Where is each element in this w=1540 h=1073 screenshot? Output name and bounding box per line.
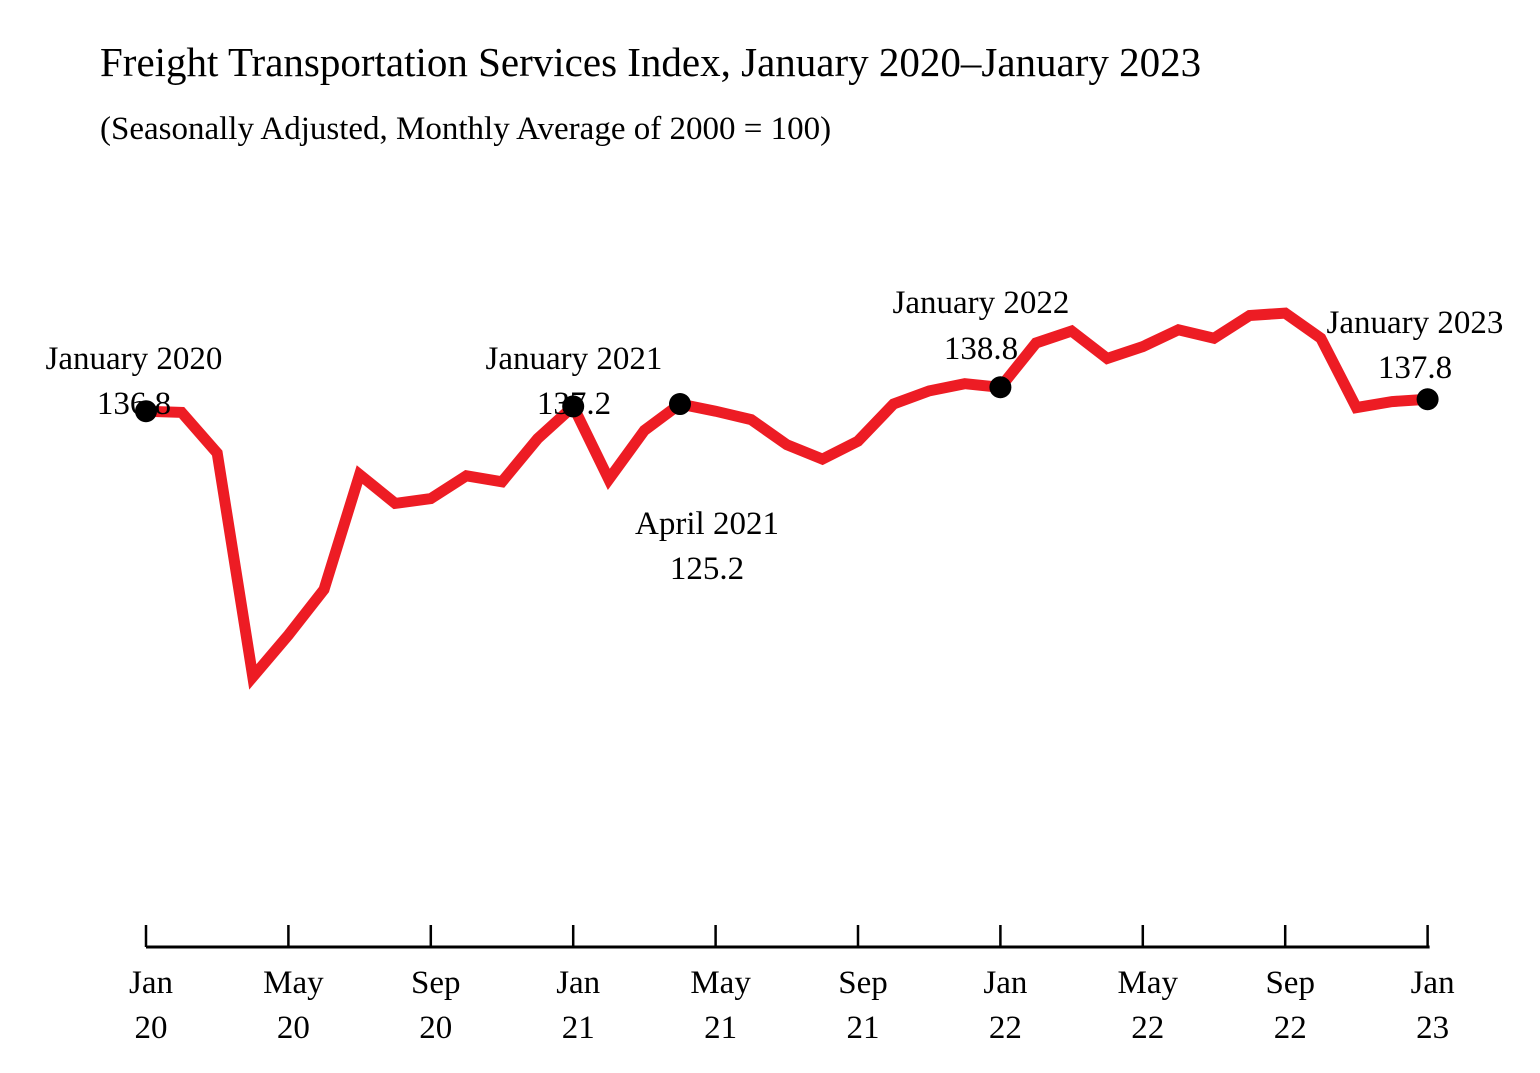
x-tick-label-month: Jan — [1411, 965, 1455, 1001]
x-tick-label-month: May — [263, 965, 324, 1001]
data-point-marker — [989, 376, 1012, 399]
series-line-group — [145, 307, 1428, 690]
annotation-label: January 2021 — [486, 341, 663, 377]
x-tick-label-year: 22 — [989, 1010, 1022, 1046]
x-tick-label-month: May — [690, 965, 751, 1001]
x-tick-label-year: 20 — [277, 1010, 310, 1046]
annotation-value: 136.8 — [97, 386, 171, 422]
data-point-marker — [562, 395, 585, 418]
x-tick-label-month: May — [1118, 965, 1179, 1001]
x-tick-label-month: Sep — [1265, 965, 1315, 1001]
data-point-marker — [1416, 388, 1439, 411]
x-tick-label-month: Sep — [838, 965, 888, 1001]
x-tick-label-year: 21 — [562, 1010, 595, 1046]
x-tick-label-month: Sep — [411, 965, 461, 1001]
x-tick-label-year: 22 — [1274, 1010, 1307, 1046]
x-tick-label-year: 20 — [135, 1010, 168, 1046]
x-tick-label-year: 23 — [1416, 1010, 1449, 1046]
annotation-value: 137.8 — [1378, 350, 1452, 386]
annotation-label: April 2021 — [635, 506, 779, 542]
chart-subtitle: (Seasonally Adjusted, Monthly Average of… — [100, 111, 832, 147]
x-tick-label-year: 21 — [704, 1010, 737, 1046]
x-tick-label-month: Jan — [129, 965, 173, 1001]
annotation-group: January 2020 136.8 January 2021 137.2 April … — [46, 285, 1504, 587]
annotation-value: 125.2 — [670, 551, 744, 587]
x-axis: Jan 20 May 20 Sep 20 Jan 21 May 21 Sep 21 Jan 22 May 22… — [129, 925, 1455, 1046]
series-line — [145, 307, 1428, 690]
x-tick-label-year: 21 — [847, 1010, 880, 1046]
data-point-marker — [135, 400, 157, 423]
annotation-value: 137.2 — [537, 386, 611, 422]
annotation-value: 138.8 — [944, 331, 1018, 367]
marker-group — [135, 376, 1439, 423]
annotation-label: January 2022 — [893, 285, 1070, 321]
x-tick-label-year: 22 — [1131, 1010, 1164, 1046]
data-point-marker — [669, 393, 691, 416]
annotation-label: January 2020 — [46, 341, 223, 377]
chart-title: Freight Transportation Services Index, J… — [100, 39, 1202, 85]
x-tick-label-month: Jan — [556, 965, 600, 1001]
x-tick-label-month: Jan — [983, 965, 1027, 1001]
x-tick-label-year: 20 — [419, 1010, 452, 1046]
annotation-label: January 2023 — [1327, 305, 1504, 341]
